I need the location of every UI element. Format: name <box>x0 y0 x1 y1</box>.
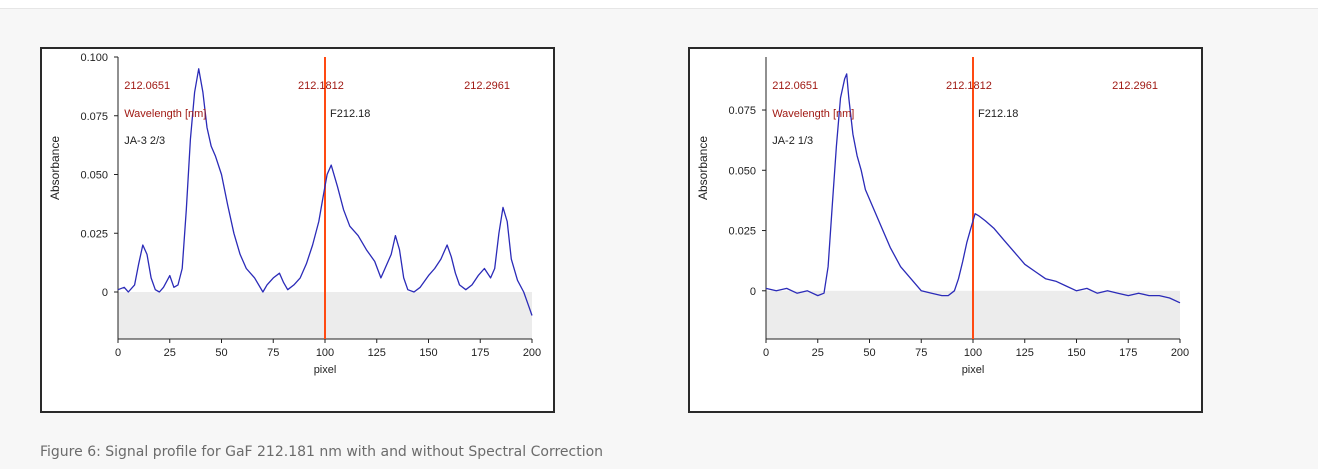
y-tick-label: 0.100 <box>80 52 108 64</box>
x-tick-label: 25 <box>812 347 824 359</box>
series-line <box>765 73 1181 304</box>
x-tick-label: 150 <box>1067 347 1085 359</box>
x-tick-label: 200 <box>1171 347 1189 359</box>
x-tick-label: 150 <box>419 347 437 359</box>
x-axis-title: pixel <box>962 364 985 376</box>
y-tick-label: 0 <box>750 286 756 298</box>
x-tick-label: 125 <box>368 347 386 359</box>
x-tick-label: 0 <box>763 347 769 359</box>
y-tick-label: 0.075 <box>80 111 108 123</box>
wavelength-label-center: 212.1812 <box>946 80 992 92</box>
y-tick-label: 0.075 <box>728 105 756 117</box>
y-axis-title: Absorbance <box>48 136 62 200</box>
wavelength-label-right: 212.2961 <box>1112 80 1158 92</box>
series-line <box>117 68 533 316</box>
x-tick-label: 125 <box>1016 347 1034 359</box>
x-axis-title: pixel <box>314 364 337 376</box>
y-tick-label: 0 <box>102 287 108 299</box>
x-tick-label: 0 <box>115 347 121 359</box>
x-tick-label: 175 <box>1119 347 1137 359</box>
wavelength-label-left: 212.0651 <box>124 80 170 92</box>
chart-left: 0 0.025 0.050 0.075 0.100 0 25 50 75 100 125 150 175… <box>40 47 555 413</box>
x-tick-label: 50 <box>863 347 875 359</box>
marker-label: F212.18 <box>330 108 370 120</box>
y-tick-label: 0.050 <box>728 165 756 177</box>
wavelength-label-right: 212.2961 <box>464 80 510 92</box>
y-tick-label: 0.050 <box>80 170 108 182</box>
x-tick-label: 100 <box>964 347 982 359</box>
x-tick-label: 50 <box>215 347 227 359</box>
figure-caption: Figure 6: Signal profile for GaF 212.181… <box>40 444 604 460</box>
chart-right-svg: 0 0.025 0.050 0.075 0 25 50 75 100 125 150 175 200 pi… <box>696 57 1189 376</box>
marker-label: F212.18 <box>978 108 1018 120</box>
x-tick-label: 75 <box>267 347 279 359</box>
x-tick-label: 25 <box>164 347 176 359</box>
x-tick-label: 175 <box>471 347 489 359</box>
y-tick-label: 0.025 <box>728 226 756 238</box>
x-tick-label: 100 <box>316 347 334 359</box>
x-tick-label: 200 <box>523 347 541 359</box>
wavelength-label-center: 212.1812 <box>298 80 344 92</box>
figure-panel: 0 0.025 0.050 0.075 0.100 0 25 50 75 100 125 150 175… <box>0 8 1318 469</box>
wavelength-label-left: 212.0651 <box>772 80 818 92</box>
x-tick-label: 75 <box>915 347 927 359</box>
sample-label: JA-2 1/3 <box>772 135 813 147</box>
sample-label: JA-3 2/3 <box>124 135 165 147</box>
chart-left-svg: 0 0.025 0.050 0.075 0.100 0 25 50 75 100 125 150 175… <box>48 52 541 376</box>
wavelength-axis-label: Wavelength [nm] <box>772 108 854 120</box>
y-axis-title: Absorbance <box>696 136 710 200</box>
y-tick-label: 0.025 <box>80 228 108 240</box>
chart-right: 0 0.025 0.050 0.075 0 25 50 75 100 125 150 175 200 pi… <box>688 47 1203 413</box>
wavelength-axis-label: Wavelength [nm] <box>124 108 206 120</box>
